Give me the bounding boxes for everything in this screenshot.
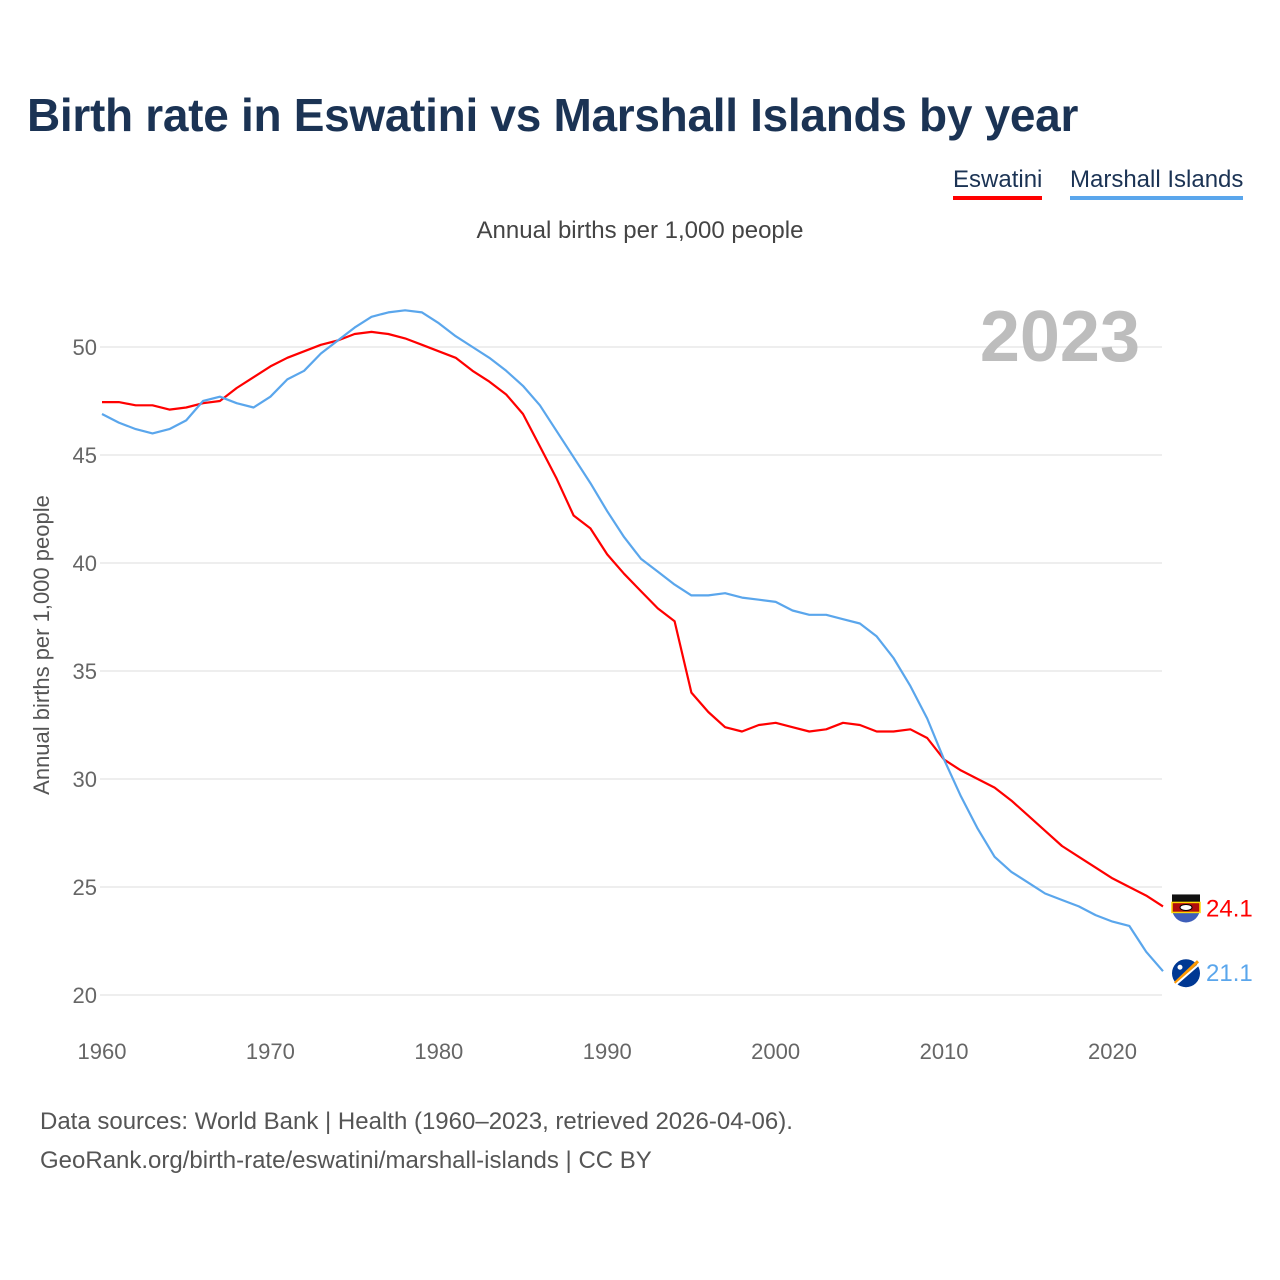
y-tick-label: 50 xyxy=(73,335,97,360)
end-value-label: 24.1 xyxy=(1206,895,1253,922)
legend-eswatini[interactable]: Eswatini xyxy=(953,166,1043,200)
x-tick-label: 1980 xyxy=(414,1039,463,1064)
series-line-eswatini xyxy=(102,330,1164,908)
y-tick-label: 45 xyxy=(73,443,97,468)
year-watermark: 2023 xyxy=(980,297,1140,377)
attribution-link[interactable]: GeoRank.org/birth-rate/eswatini/marshall… xyxy=(40,1147,652,1174)
x-tick-label: 1990 xyxy=(583,1039,632,1064)
x-tick-label: 1960 xyxy=(78,1039,127,1064)
flag-part xyxy=(1179,903,1193,911)
flag-part xyxy=(1173,960,1200,985)
data-source-text: Data sources: World Bank | Health (1960–… xyxy=(40,1108,793,1135)
x-tick-label: 1970 xyxy=(246,1039,295,1064)
y-tick-label: 30 xyxy=(73,767,97,792)
x-tick-label: 2010 xyxy=(920,1039,969,1064)
legend-marshall-islands[interactable]: Marshall Islands xyxy=(1070,166,1244,200)
series-line-marshall-islands xyxy=(101,309,1164,972)
x-tick-label: 2020 xyxy=(1088,1039,1137,1064)
x-tick-label: 2000 xyxy=(751,1039,800,1064)
flag-part xyxy=(1174,964,1199,986)
y-tick-label: 35 xyxy=(73,659,97,684)
y-tick-label: 40 xyxy=(73,551,97,576)
y-tick-label: 25 xyxy=(73,875,97,900)
chart-title: Birth rate in Eswatini vs Marshall Islan… xyxy=(27,89,1079,141)
y-tick-label: 20 xyxy=(73,983,97,1008)
flag-part xyxy=(1172,894,1200,903)
flag-part xyxy=(1177,964,1183,970)
end-value-label: 21.1 xyxy=(1206,960,1253,987)
chart-subtitle: Annual births per 1,000 people xyxy=(476,217,804,244)
